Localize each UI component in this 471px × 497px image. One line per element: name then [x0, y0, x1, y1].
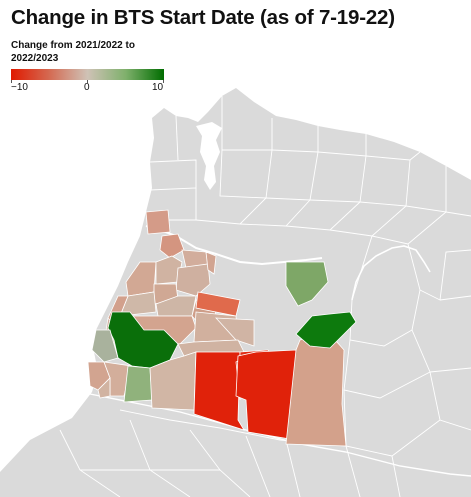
land-mass [0, 88, 471, 497]
county-wheeler [215, 317, 255, 347]
legend-title: Change from 2021/2022 to 2022/2023 [11, 40, 135, 64]
legend-max-label: 10 [152, 82, 164, 93]
map-title: Change in BTS Start Date (as of 7-19-22) [11, 6, 395, 29]
puget-sound [196, 122, 222, 190]
county-hood-river [205, 251, 217, 275]
legend-color-scale [11, 69, 164, 80]
county-borders [59, 96, 471, 497]
county-umatilla [285, 261, 329, 307]
legend-mid-label: 0 [84, 82, 90, 93]
county-marion [155, 295, 197, 317]
legend-tick-min [11, 80, 12, 83]
county-columbia [159, 233, 185, 259]
county-curry [97, 377, 111, 399]
county-douglas-coast [91, 329, 119, 363]
legend-min-label: −10 [11, 82, 28, 93]
county-josephine [123, 365, 153, 403]
county-harney-north [235, 349, 297, 441]
legend-tick-mid [87, 80, 88, 83]
legend-tick-max [163, 80, 164, 83]
county-wallowa [295, 311, 357, 349]
colored-counties [87, 209, 357, 447]
county-clatsop [145, 209, 171, 235]
snake-river [351, 245, 431, 301]
columbia-river [145, 225, 323, 266]
county-klamath-east [193, 351, 245, 431]
